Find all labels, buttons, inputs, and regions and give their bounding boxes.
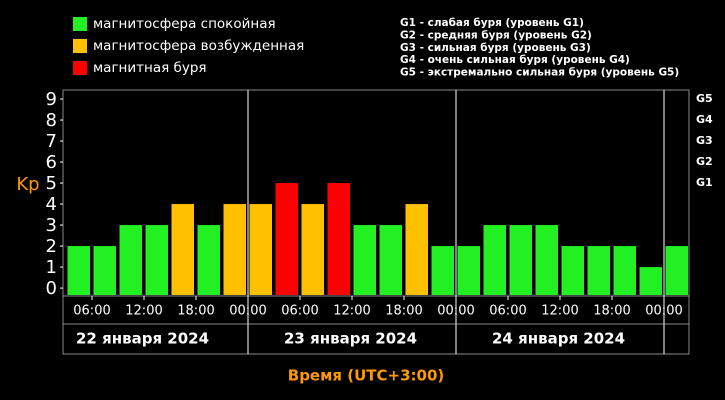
x-axis-label: Время (UTC+3:00) bbox=[288, 367, 444, 385]
bar bbox=[665, 246, 688, 295]
x-tick-label: 06:00 bbox=[73, 304, 110, 319]
y-tick-label: 3 bbox=[46, 215, 57, 236]
x-tick-label: 06:00 bbox=[489, 304, 526, 319]
y2-tick-label: G5 bbox=[696, 92, 713, 105]
axis-frame bbox=[62, 295, 690, 355]
bar bbox=[613, 246, 636, 295]
x-tick-label: 18:00 bbox=[593, 304, 630, 319]
x-tick-label: 06:00 bbox=[281, 304, 318, 319]
storm-legend-label: G1 - слабая буря (уровень G1) bbox=[400, 17, 584, 29]
bar bbox=[145, 225, 168, 295]
y-tick-label: 0 bbox=[46, 278, 57, 299]
storm-legend-label: G5 - экстремально сильная буря (уровень … bbox=[400, 67, 679, 79]
legend-label: магнитосфера возбужденная bbox=[93, 38, 304, 54]
y2-tick-label: G1 bbox=[696, 176, 713, 189]
bar bbox=[535, 225, 558, 295]
y-tick-label: 7 bbox=[46, 131, 57, 152]
x-tick-label: 12:00 bbox=[333, 304, 370, 319]
y2-tick-label: G3 bbox=[696, 134, 713, 147]
x-tick-label: 18:00 bbox=[385, 304, 422, 319]
legend-swatch bbox=[73, 61, 87, 75]
bar bbox=[457, 246, 480, 295]
bar bbox=[353, 225, 376, 295]
bar bbox=[509, 225, 532, 295]
day-label: 24 января 2024 bbox=[492, 330, 625, 348]
bar bbox=[379, 225, 402, 295]
bar bbox=[483, 225, 506, 295]
y-tick-label: 8 bbox=[46, 110, 57, 131]
day-label: 22 января 2024 bbox=[76, 330, 209, 348]
day-label: 23 января 2024 bbox=[284, 330, 417, 348]
y-tick-label: 1 bbox=[46, 257, 57, 278]
bar bbox=[327, 183, 350, 295]
bar bbox=[223, 204, 246, 295]
bar bbox=[171, 204, 194, 295]
bar bbox=[301, 204, 324, 295]
legend-swatch bbox=[73, 39, 87, 53]
y-tick-label: 2 bbox=[46, 236, 57, 257]
y2-tick-label: G2 bbox=[696, 155, 713, 168]
bar bbox=[93, 246, 116, 295]
bar bbox=[119, 225, 142, 295]
bar bbox=[275, 183, 298, 295]
x-tick-label: 18:00 bbox=[177, 304, 214, 319]
bar bbox=[639, 267, 662, 295]
y-axis-label: Kp bbox=[16, 174, 39, 195]
y2-tick-label: G4 bbox=[696, 113, 713, 126]
storm-legend-label: G4 - очень сильная буря (уровень G4) bbox=[400, 54, 630, 66]
legend-swatch bbox=[73, 17, 87, 31]
legend-label: магнитная буря bbox=[93, 60, 207, 76]
bar bbox=[587, 246, 610, 295]
storm-legend-label: G3 - сильная буря (уровень G3) bbox=[400, 42, 591, 54]
bar bbox=[67, 246, 90, 295]
y-tick-label: 6 bbox=[46, 152, 57, 173]
x-tick-label: 12:00 bbox=[541, 304, 578, 319]
x-tick-label: 12:00 bbox=[125, 304, 162, 319]
bar bbox=[561, 246, 584, 295]
bar bbox=[431, 246, 454, 295]
bar bbox=[405, 204, 428, 295]
y-tick-label: 9 bbox=[46, 89, 57, 110]
y-tick-label: 4 bbox=[46, 194, 57, 215]
legend-label: магнитосфера спокойная bbox=[93, 16, 276, 32]
bar bbox=[249, 204, 272, 295]
y-tick-label: 5 bbox=[46, 173, 57, 194]
bar bbox=[197, 225, 220, 295]
storm-legend-label: G2 - средняя буря (уровень G2) bbox=[400, 29, 592, 41]
